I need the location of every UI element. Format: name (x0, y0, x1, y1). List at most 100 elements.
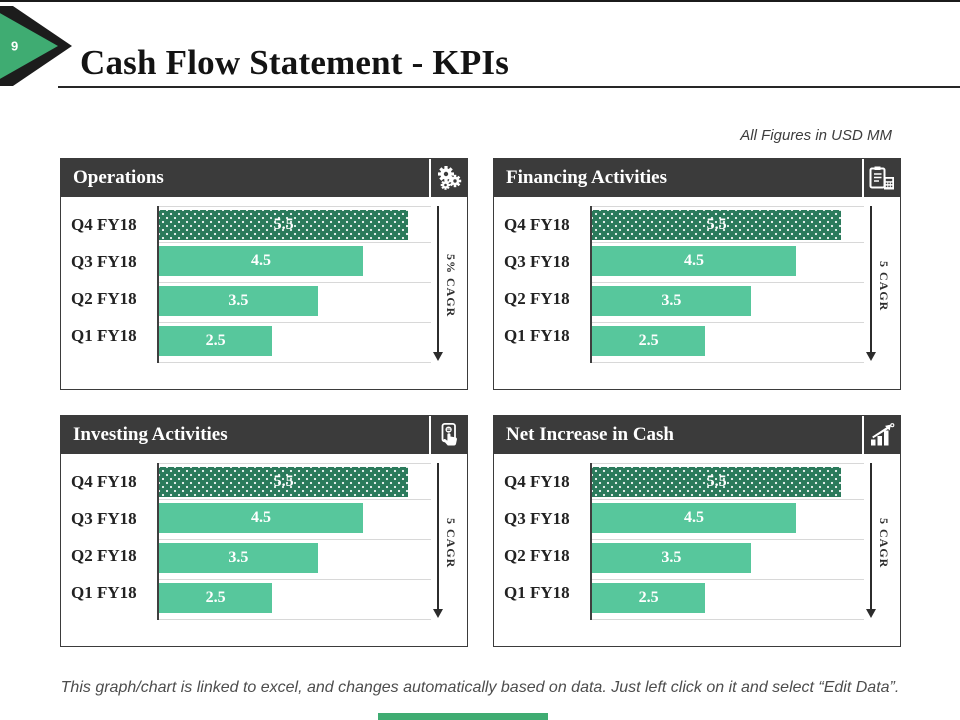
panel-title: Financing Activities (506, 167, 667, 188)
bar-value-label: 4.5 (684, 509, 704, 526)
bar[interactable]: 2.5 (592, 326, 706, 356)
plot-area: 5.5 4.5 3.5 2.5 (590, 206, 864, 363)
bar-row: 5.5 (159, 463, 431, 500)
title-divider (58, 86, 960, 88)
down-arrow-icon (433, 206, 443, 361)
bar-value-label: 2.5 (205, 589, 226, 606)
chart-area[interactable]: Q4 FY18 Q3 FY18 Q2 FY18 Q1 FY18 5.5 4.5 … (494, 197, 900, 388)
bar-value-label: 2.5 (205, 332, 226, 349)
bar-value-label: 3.5 (228, 549, 249, 566)
bar-row: 5.5 (592, 206, 864, 243)
down-arrow-icon (866, 206, 876, 361)
cagr-label: 5 CAGR (877, 260, 891, 312)
plot-area: 5.5 4.5 3.5 2.5 (590, 463, 864, 620)
bar-value-label: 4.5 (251, 252, 271, 269)
down-arrow-icon (433, 463, 443, 618)
growth-chart-icon (862, 416, 900, 454)
category-label: Q3 FY18 (504, 251, 570, 271)
bar[interactable]: 5.5 (592, 210, 842, 240)
down-arrow-icon (866, 463, 876, 618)
panel-title: Net Increase in Cash (506, 424, 675, 445)
bar-value-label: 5.5 (273, 216, 294, 233)
panel-header: Operations (61, 159, 467, 197)
bar-value-label: 5.5 (273, 473, 294, 490)
hand-tap-icon (429, 416, 467, 454)
clipboard-calculator-icon (862, 159, 900, 197)
bar-row: 2.5 (159, 583, 431, 620)
cagr-label: 5 CAGR (877, 517, 891, 569)
plot-area: 5.5 4.5 3.5 2.5 (157, 206, 431, 363)
bar[interactable]: 5.5 (592, 467, 842, 497)
chart-area[interactable]: Q4 FY18 Q3 FY18 Q2 FY18 Q1 FY18 5.5 4.5 … (61, 454, 467, 645)
bar-row: 2.5 (592, 583, 864, 620)
bar[interactable]: 2.5 (592, 583, 706, 613)
bar[interactable]: 4.5 (159, 503, 363, 533)
category-label: Q3 FY18 (71, 508, 137, 528)
chart-area[interactable]: Q4 FY18 Q3 FY18 Q2 FY18 Q1 FY18 5.5 4.5 … (61, 197, 467, 388)
category-label: Q2 FY18 (71, 288, 137, 308)
bar[interactable]: 4.5 (592, 503, 796, 533)
bar-value-label: 5.5 (706, 473, 727, 490)
panel-header: Investing Activities (61, 416, 467, 454)
bar-value-label: 4.5 (684, 252, 704, 269)
bar[interactable]: 4.5 (592, 246, 796, 276)
cagr-label: 5% CAGR (444, 254, 458, 318)
bar-row: 5.5 (592, 463, 864, 500)
category-label: Q1 FY18 (71, 582, 137, 602)
category-label: Q4 FY18 (71, 471, 137, 491)
slide-number-marker: 9 (0, 6, 72, 86)
bar-value-label: 3.5 (661, 292, 682, 309)
bar-value-label: 3.5 (228, 292, 249, 309)
figures-note: All Figures in USD MM (740, 127, 892, 144)
plot-area: 5.5 4.5 3.5 2.5 (157, 463, 431, 620)
bar[interactable]: 3.5 (592, 543, 751, 573)
bar-row: 2.5 (159, 326, 431, 363)
category-label: Q4 FY18 (71, 214, 137, 234)
bar-row: 3.5 (592, 286, 864, 323)
category-label: Q2 FY18 (504, 288, 570, 308)
slide-top-border (0, 0, 960, 2)
category-label: Q4 FY18 (504, 471, 570, 491)
cagr-label: 5 CAGR (444, 517, 458, 569)
category-label: Q3 FY18 (71, 251, 137, 271)
bar[interactable]: 3.5 (159, 543, 318, 573)
cagr-annotation: 5% CAGR (433, 206, 458, 366)
category-label: Q3 FY18 (504, 508, 570, 528)
bar[interactable]: 2.5 (159, 583, 273, 613)
panel-title: Operations (73, 167, 164, 188)
bar-value-label: 3.5 (661, 549, 682, 566)
panel-net-increase-in-cash: Net Increase in Cash Q4 FY18 Q3 FY18 Q2 … (493, 415, 901, 647)
bar[interactable]: 5.5 (159, 467, 409, 497)
bar-row: 3.5 (159, 286, 431, 323)
panel-operations: Operations (60, 158, 468, 390)
gears-icon (429, 159, 467, 197)
category-label: Q4 FY18 (504, 214, 570, 234)
footer-note: This graph/chart is linked to excel, and… (60, 679, 900, 696)
cagr-annotation: 5 CAGR (866, 206, 891, 366)
bar-row: 5.5 (159, 206, 431, 243)
bar-value-label: 5.5 (706, 216, 727, 233)
bottom-accent-bar (378, 713, 548, 720)
bar[interactable]: 5.5 (159, 210, 409, 240)
category-label: Q1 FY18 (504, 582, 570, 602)
bar[interactable]: 2.5 (159, 326, 273, 356)
category-label: Q2 FY18 (71, 545, 137, 565)
bar-row: 2.5 (592, 326, 864, 363)
bar-row: 4.5 (159, 246, 431, 283)
page-title: Cash Flow Statement - KPIs (80, 43, 510, 83)
bar-row: 4.5 (159, 503, 431, 540)
bar-row: 3.5 (592, 543, 864, 580)
bar-value-label: 2.5 (638, 332, 659, 349)
slide-number: 9 (11, 38, 19, 54)
category-label: Q1 FY18 (71, 325, 137, 345)
bar[interactable]: 4.5 (159, 246, 363, 276)
cagr-annotation: 5 CAGR (433, 463, 458, 623)
bar[interactable]: 3.5 (592, 286, 751, 316)
bar-value-label: 2.5 (638, 589, 659, 606)
panel-header: Net Increase in Cash (494, 416, 900, 454)
bar[interactable]: 3.5 (159, 286, 318, 316)
bar-row: 4.5 (592, 246, 864, 283)
bar-row: 3.5 (159, 543, 431, 580)
chart-area[interactable]: Q4 FY18 Q3 FY18 Q2 FY18 Q1 FY18 5.5 4.5 … (494, 454, 900, 645)
